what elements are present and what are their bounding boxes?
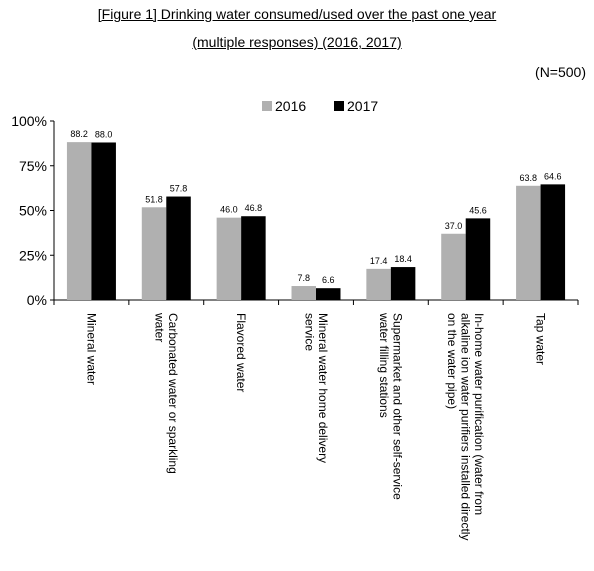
value-label: 63.8 <box>520 173 538 183</box>
bar <box>291 286 316 300</box>
legend-swatch <box>262 101 272 111</box>
bar <box>516 185 541 300</box>
category-labels: Mineral water Carbonated water or sparkli… <box>84 312 547 540</box>
bar <box>465 218 491 300</box>
bar <box>91 142 116 300</box>
category-label: In-home water purification (water from <box>472 313 486 515</box>
category-label: alkaline ion water purifiers installed d… <box>459 313 473 540</box>
axes: 0% 25% 50% 75% 100% <box>11 113 579 308</box>
bar <box>540 184 566 300</box>
category-label: on the water pipe) <box>445 313 459 409</box>
value-label: 51.8 <box>145 194 163 204</box>
category-label: Carbonated water or sparkling <box>166 313 180 474</box>
bar <box>216 217 242 300</box>
category-label: service <box>302 313 316 351</box>
value-label: 6.6 <box>322 275 335 285</box>
bar <box>241 216 266 300</box>
category-label: Flavored water <box>234 313 248 392</box>
legend: 2016 2017 <box>262 98 378 114</box>
bar <box>316 288 341 300</box>
y-tick-label: 50% <box>19 203 47 219</box>
legend-label: 2017 <box>347 98 378 114</box>
sample-size-note: (N=500) <box>535 64 586 80</box>
value-label: 57.8 <box>170 184 188 194</box>
value-label: 7.8 <box>297 273 310 283</box>
category-label: water <box>153 312 167 342</box>
chart-title-line-1: [Figure 1] Drinking water consumed/used … <box>97 6 497 22</box>
category-label: Supermarket and other self-service <box>391 313 405 500</box>
legend-label: 2016 <box>275 98 306 114</box>
bar <box>166 196 191 300</box>
y-tick-label: 100% <box>11 113 47 129</box>
category-label: Mineral water <box>84 313 98 385</box>
value-label: 46.0 <box>220 205 238 215</box>
category-label: water filling stations <box>377 312 391 418</box>
y-tick-label: 25% <box>19 247 47 263</box>
legend-swatch <box>334 101 344 111</box>
chart-title-line-2: (multiple responses) (2016, 2017) <box>192 34 402 50</box>
value-label: 46.8 <box>245 203 263 213</box>
bars: 88.2 51.8 46.0 7.8 17.4 37.0 63.8 88.0 57.8 46.8 6… <box>66 129 566 300</box>
value-label: 88.0 <box>95 129 113 139</box>
value-label: 88.2 <box>70 129 88 139</box>
value-label: 18.4 <box>394 254 412 264</box>
value-label: 64.6 <box>544 171 562 181</box>
value-label: 37.0 <box>445 221 463 231</box>
bar <box>141 207 167 300</box>
bar <box>66 142 92 300</box>
value-label: 45.6 <box>469 205 487 215</box>
y-tick-label: 0% <box>27 292 47 308</box>
value-label: 17.4 <box>370 256 388 266</box>
category-label: Tap water <box>534 313 548 365</box>
bar <box>366 268 391 300</box>
bar <box>390 267 416 300</box>
y-tick-label: 75% <box>19 158 47 174</box>
bar <box>441 233 466 300</box>
category-label: Mineral water home delivery <box>316 313 330 463</box>
